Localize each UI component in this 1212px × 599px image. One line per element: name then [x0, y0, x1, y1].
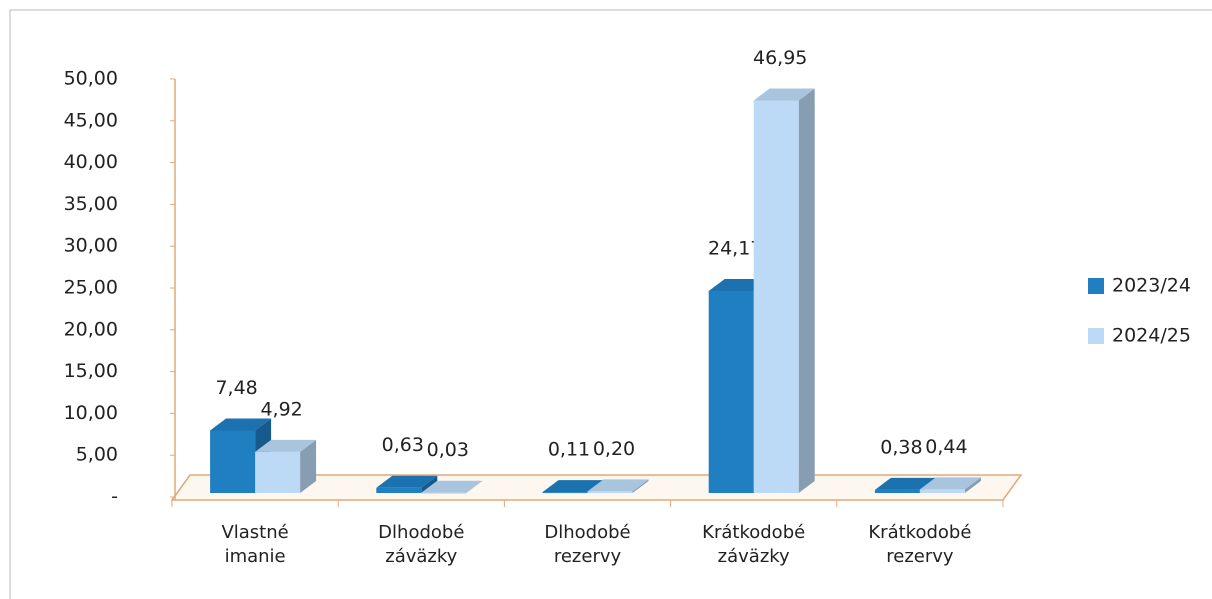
bar: [708, 290, 754, 493]
y-tick-label: 20,00: [64, 318, 118, 340]
bar-side: [964, 477, 981, 493]
bar-top: [542, 480, 604, 493]
y-tick-label: 30,00: [64, 235, 118, 257]
x-tick-label: Krátkodobé záväzky: [702, 522, 806, 567]
legend-swatch: [1088, 278, 1104, 294]
y-tick-label: 50,00: [64, 68, 118, 90]
y-tick-label: 15,00: [64, 360, 118, 382]
bar-top: [874, 477, 936, 490]
y-tick-label: 35,00: [64, 193, 118, 215]
value-label: 0,11: [548, 439, 590, 461]
value-label: 24,17: [708, 237, 762, 259]
bar-side: [466, 480, 483, 493]
value-label: 0,44: [925, 436, 967, 458]
bar-top: [587, 479, 649, 492]
bar: [874, 489, 920, 493]
frame: [9, 9, 1212, 599]
bar-top: [255, 439, 317, 452]
bar-top: [753, 88, 815, 101]
bar: [421, 492, 467, 494]
legend-label: 2024/25: [1112, 325, 1191, 347]
x-tick-label: Dlhodobé záväzky: [378, 522, 465, 567]
bar: [542, 492, 588, 494]
y-tick-label: 45,00: [64, 109, 118, 131]
bar-side: [421, 475, 438, 493]
bar-top: [210, 418, 272, 431]
x-tick-label: Vlastné imanie: [221, 522, 289, 567]
y-tick-label: 10,00: [64, 402, 118, 424]
value-label: 7,48: [215, 377, 257, 399]
bar: [919, 489, 965, 493]
value-label: 4,92: [260, 398, 302, 420]
y-tick-label: 40,00: [64, 151, 118, 173]
bar: [753, 100, 799, 494]
bar-top: [919, 477, 981, 490]
value-label: 0,63: [382, 434, 424, 456]
x-tick-label: Dlhodobé rezervy: [544, 522, 631, 567]
bar-side: [632, 479, 649, 493]
value-label: 0,20: [593, 438, 635, 460]
legend-label: 2023/24: [1112, 275, 1191, 297]
value-label: 46,95: [753, 47, 807, 69]
x-tick-label: Krátkodobé rezervy: [868, 522, 972, 567]
y-tick-label: 5,00: [76, 444, 118, 466]
bar-top: [376, 475, 438, 488]
bar: [210, 430, 256, 493]
y-tick-label: -: [111, 486, 118, 508]
value-label: 0,03: [427, 439, 469, 461]
y-tick-label: 25,00: [64, 277, 118, 299]
bar-side: [300, 439, 317, 493]
value-label: 0,38: [880, 436, 922, 458]
bar: [376, 487, 422, 493]
bar-top: [421, 480, 483, 493]
bar: [587, 491, 633, 493]
bar-side: [798, 88, 815, 494]
legend-swatch: [1088, 328, 1104, 344]
bar: [255, 451, 301, 493]
